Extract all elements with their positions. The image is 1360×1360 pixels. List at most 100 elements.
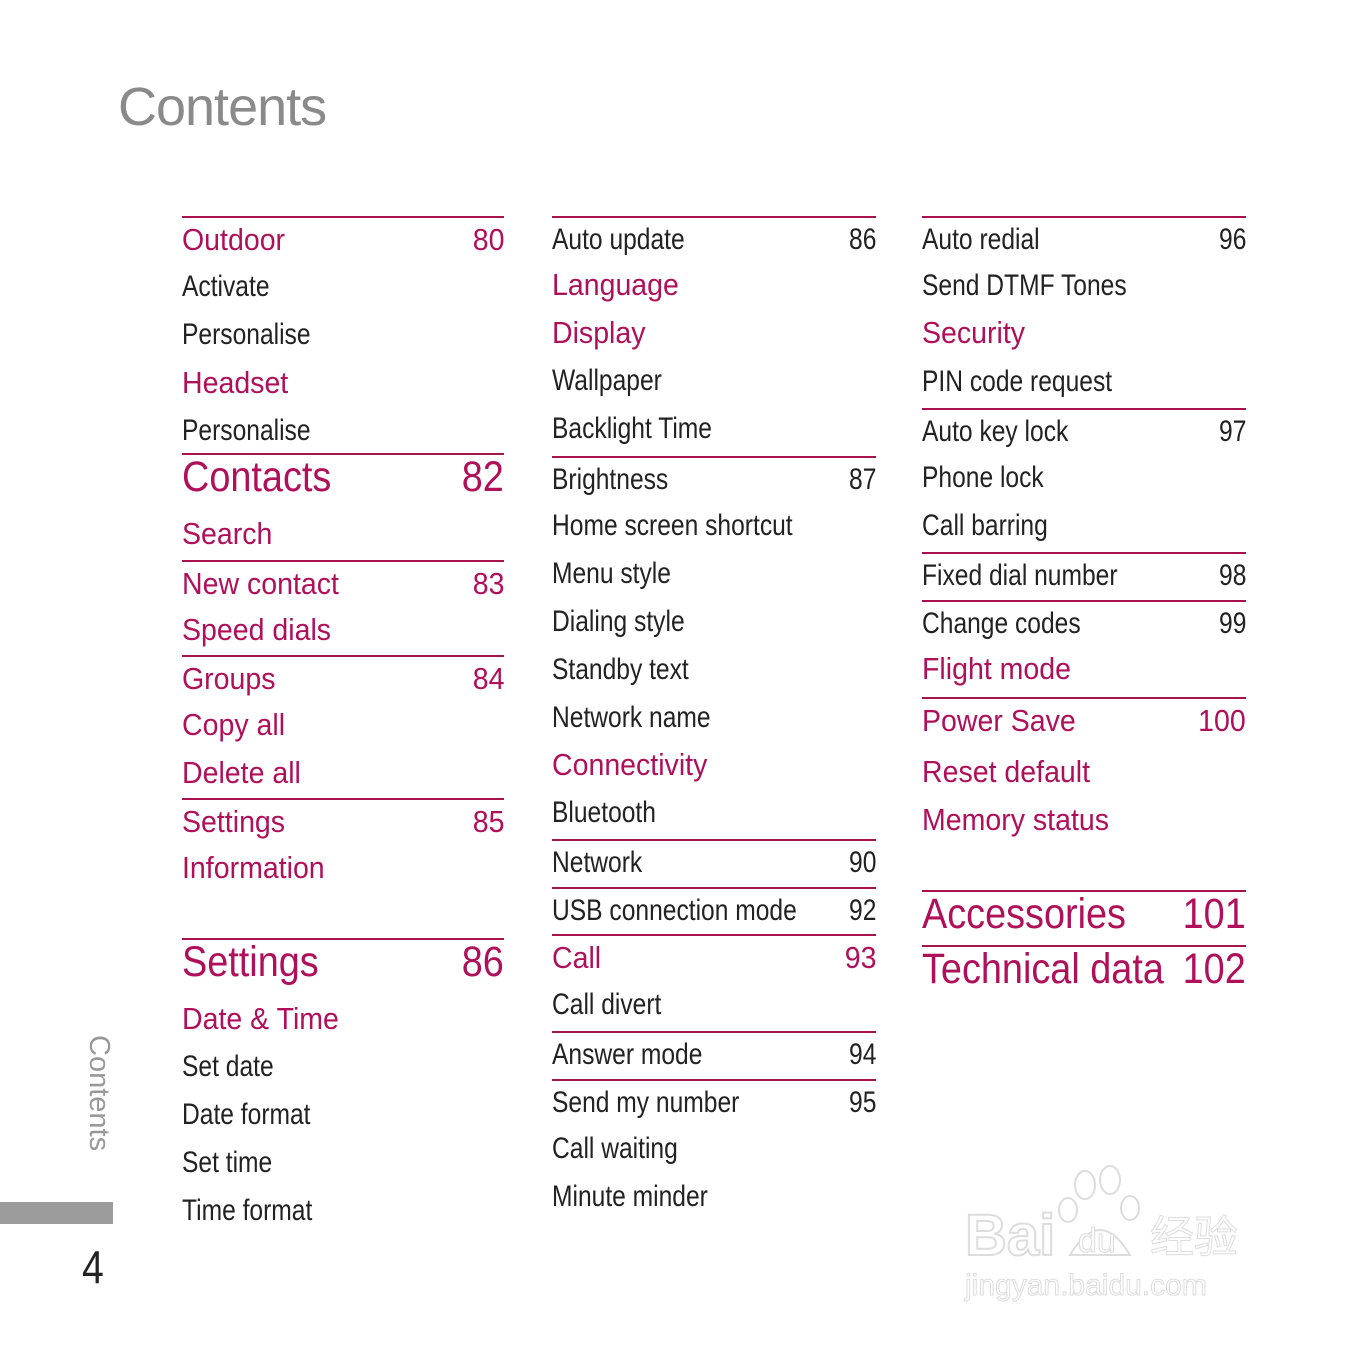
toc-entry[interactable]: Dialing style bbox=[552, 600, 876, 644]
toc-entry-page: 83 bbox=[472, 566, 504, 601]
toc-entry-page: 98 bbox=[1218, 559, 1246, 592]
toc-entry[interactable]: Date & Time bbox=[182, 997, 504, 1041]
toc-entry[interactable]: Set date bbox=[182, 1045, 504, 1089]
toc-entry-label: Date format bbox=[182, 1098, 311, 1131]
toc-entry[interactable]: Auto update 86 bbox=[552, 216, 876, 262]
toc-entry[interactable]: Fixed dial number 98 bbox=[922, 552, 1246, 598]
toc-entry-label: Auto key lock bbox=[922, 415, 1069, 448]
toc-entry[interactable]: Network 90 bbox=[552, 839, 876, 885]
toc-entry-label: PIN code request bbox=[922, 365, 1113, 398]
toc-entry[interactable]: Network name bbox=[552, 696, 876, 740]
toc-entry-label: Call barring bbox=[922, 509, 1048, 542]
toc-entry[interactable]: Language bbox=[552, 263, 876, 307]
toc-entry-page: 102 bbox=[1182, 945, 1246, 993]
toc-entry-label: Date & Time bbox=[182, 1001, 339, 1036]
toc-entry[interactable]: Activate bbox=[182, 265, 504, 309]
toc-entry-label: Power Save bbox=[922, 703, 1076, 738]
toc-entry[interactable]: Wallpaper bbox=[552, 359, 876, 403]
toc-entry-page: 85 bbox=[472, 804, 504, 839]
toc-entry-label: Auto update bbox=[552, 223, 685, 256]
toc-entry[interactable]: Set time bbox=[182, 1141, 504, 1185]
toc-entry-label: Wallpaper bbox=[552, 364, 662, 397]
toc-entry-label: Memory status bbox=[922, 802, 1110, 837]
toc-entry[interactable]: Send DTMF Tones bbox=[922, 264, 1246, 308]
toc-entry[interactable]: USB connection mode 92 bbox=[552, 887, 876, 933]
toc-entry[interactable]: Change codes 99 bbox=[922, 600, 1246, 646]
toc-entry[interactable]: Personalise bbox=[182, 409, 504, 453]
toc-entry[interactable]: Search bbox=[182, 512, 504, 556]
toc-entry[interactable]: Delete all bbox=[182, 751, 504, 795]
toc-entry-label: Menu style bbox=[552, 557, 671, 590]
toc-entry[interactable]: PIN code request bbox=[922, 360, 1246, 404]
toc-entry-label: Reset default bbox=[922, 754, 1091, 789]
toc-entry-label: New contact bbox=[182, 566, 339, 601]
toc-entry-page: 97 bbox=[1218, 415, 1246, 448]
toc-entry[interactable]: Settings 85 bbox=[182, 798, 504, 844]
toc-entry-page: 86 bbox=[461, 938, 504, 986]
svg-text:du: du bbox=[1078, 1222, 1116, 1260]
toc-entry-page: 86 bbox=[848, 223, 876, 256]
toc-entry[interactable]: Auto key lock 97 bbox=[922, 408, 1246, 454]
toc-entry-label: Fixed dial number bbox=[922, 559, 1118, 592]
toc-entry-label: Minute minder bbox=[552, 1180, 708, 1213]
toc-entry[interactable]: Technical data 102 bbox=[922, 945, 1246, 991]
toc-entry[interactable]: Minute minder bbox=[552, 1175, 876, 1219]
page-tab-bar bbox=[0, 1202, 113, 1224]
toc-entry[interactable]: Reset default bbox=[922, 750, 1246, 794]
toc-entry[interactable]: Auto redial 96 bbox=[922, 216, 1246, 262]
toc-entry-label: Answer mode bbox=[552, 1038, 703, 1071]
toc-entry-label: Activate bbox=[182, 270, 270, 303]
toc-entry[interactable]: Call waiting bbox=[552, 1127, 876, 1171]
toc-entry[interactable]: Home screen shortcut bbox=[552, 504, 876, 548]
toc-entry[interactable]: Groups 84 bbox=[182, 655, 504, 701]
toc-entry-label: Headset bbox=[182, 365, 289, 400]
toc-entry[interactable]: Information bbox=[182, 846, 504, 890]
toc-entry[interactable]: Phone lock bbox=[922, 456, 1246, 500]
toc-entry-label: Auto redial bbox=[922, 223, 1040, 256]
toc-entry-label: Copy all bbox=[182, 707, 286, 742]
toc-entry-label: Send my number bbox=[552, 1086, 740, 1119]
toc-entry[interactable]: Call divert bbox=[552, 983, 876, 1027]
toc-entry[interactable]: Brightness 87 bbox=[552, 456, 876, 502]
toc-entry[interactable]: New contact 83 bbox=[182, 560, 504, 606]
toc-entry-page: 82 bbox=[461, 453, 504, 501]
toc-entry[interactable]: Settings 86 bbox=[182, 938, 504, 984]
toc-entry[interactable]: Memory status bbox=[922, 798, 1246, 842]
toc-entry-page: 96 bbox=[1218, 223, 1246, 256]
toc-entry[interactable]: Copy all bbox=[182, 703, 504, 747]
toc-entry[interactable]: Headset bbox=[182, 361, 504, 405]
toc-entry-label: Outdoor bbox=[182, 222, 286, 257]
toc-entry-label: Bluetooth bbox=[552, 796, 656, 829]
toc-entry-label: Call divert bbox=[552, 988, 662, 1021]
toc-entry[interactable]: Bluetooth bbox=[552, 791, 876, 835]
toc-entry[interactable]: Date format bbox=[182, 1093, 504, 1137]
toc-entry[interactable]: Display bbox=[552, 311, 876, 355]
toc-entry[interactable]: Connectivity bbox=[552, 743, 876, 787]
toc-entry[interactable]: Answer mode 94 bbox=[552, 1031, 876, 1077]
toc-entry[interactable]: Outdoor 80 bbox=[182, 216, 504, 262]
toc-entry[interactable]: Contacts 82 bbox=[182, 453, 504, 499]
toc-entry[interactable]: Flight mode bbox=[922, 647, 1246, 691]
toc-entry[interactable]: Personalise bbox=[182, 313, 504, 357]
toc-entry-page: 95 bbox=[848, 1086, 876, 1119]
toc-entry-label: Time format bbox=[182, 1194, 313, 1227]
toc-entry-label: Network name bbox=[552, 701, 711, 734]
svg-text:Bai: Bai bbox=[965, 1203, 1055, 1268]
toc-entry[interactable]: Accessories 101 bbox=[922, 890, 1246, 936]
toc-entry[interactable]: Time format bbox=[182, 1189, 504, 1233]
toc-entry[interactable]: Call 93 bbox=[552, 934, 876, 980]
toc-entry[interactable]: Backlight Time bbox=[552, 407, 876, 451]
toc-entry[interactable]: Speed dials bbox=[182, 608, 504, 652]
toc-entry-label: Set time bbox=[182, 1146, 273, 1179]
toc-entry-label: Home screen shortcut bbox=[552, 509, 793, 542]
toc-entry[interactable]: Call barring bbox=[922, 504, 1246, 548]
toc-entry[interactable]: Menu style bbox=[552, 552, 876, 596]
toc-entry-label: Dialing style bbox=[552, 605, 685, 638]
toc-entry-page: 101 bbox=[1182, 890, 1246, 938]
toc-entry[interactable]: Send my number 95 bbox=[552, 1079, 876, 1125]
toc-entry[interactable]: Power Save 100 bbox=[922, 697, 1246, 743]
toc-entry[interactable]: Standby text bbox=[552, 648, 876, 692]
toc-entry[interactable]: Security bbox=[922, 311, 1246, 355]
toc-entry-label: Phone lock bbox=[922, 461, 1044, 494]
toc-entry-label: Search bbox=[182, 516, 273, 551]
